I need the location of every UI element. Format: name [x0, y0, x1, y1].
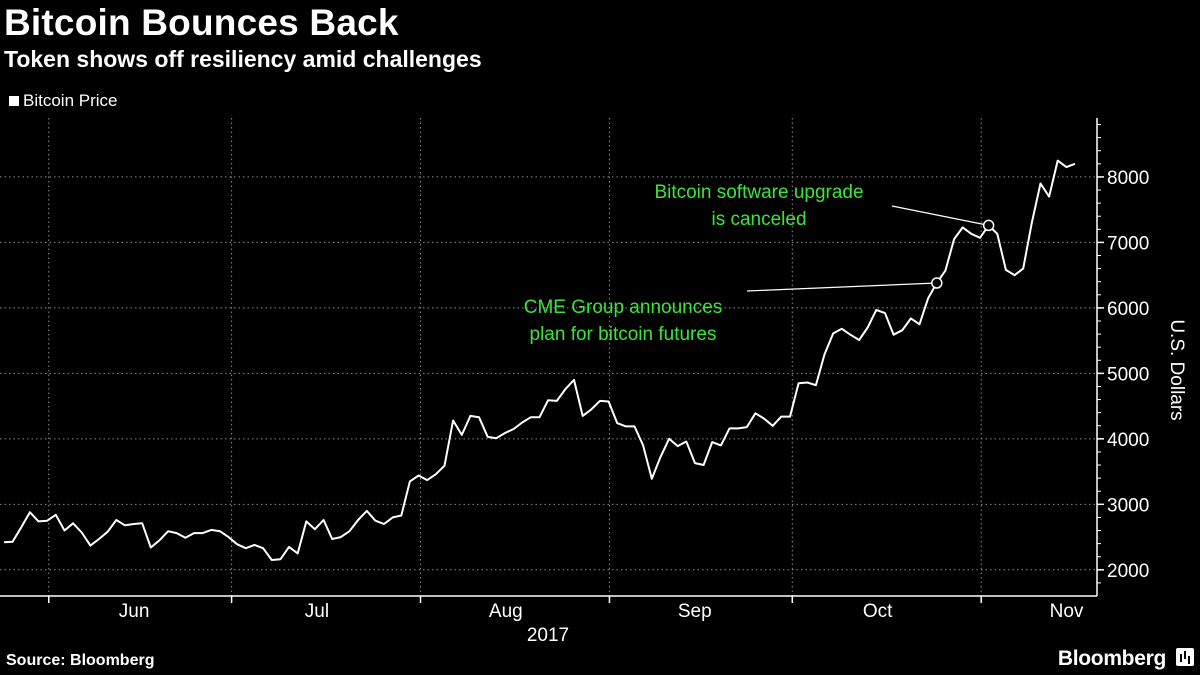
legend-swatch [9, 96, 19, 106]
chart-icon [1176, 648, 1194, 666]
bitcoin-price-line [3, 159, 1076, 561]
y-tick-label: 5000 [1107, 364, 1149, 385]
y-tick-label: 4000 [1107, 430, 1149, 451]
x-tick-label: Aug [489, 601, 523, 622]
annotation-label: Bitcoin software upgrade [654, 182, 863, 203]
y-tick-label: 3000 [1107, 495, 1149, 516]
annotation-leader [891, 205, 989, 226]
y-tick-label: 6000 [1107, 299, 1149, 320]
vertical-gridlines [48, 118, 982, 596]
y-tick-label: 8000 [1107, 168, 1149, 189]
annotation-label: plan for bitcoin futures [530, 324, 717, 345]
chart-subtitle: Token shows off resiliency amid challeng… [4, 46, 482, 72]
annotation-label: is canceled [711, 209, 806, 230]
annotation-marker [931, 277, 943, 289]
legend: Bitcoin Price [9, 91, 117, 111]
legend-label: Bitcoin Price [23, 91, 118, 110]
brand-logo: Bloomberg [1057, 647, 1166, 670]
chart-title: Bitcoin Bounces Back [4, 2, 399, 43]
annotation-leader [746, 282, 937, 292]
annotations: CME Group announces plan for bitcoin futu… [524, 182, 995, 345]
x-tick-label: Sep [678, 601, 712, 622]
source-note: Source: Bloomberg [6, 652, 155, 669]
x-axis-ticks: Jun Jul Aug Sep Oct Nov [48, 596, 1084, 622]
x-tick-label: Nov [1050, 601, 1084, 622]
annotation-label: CME Group announces [524, 297, 723, 318]
y-tick-label: 2000 [1107, 561, 1149, 582]
x-tick-label: Jul [305, 601, 329, 622]
y-tick-label: 7000 [1107, 233, 1149, 254]
x-axis-year-label: 2017 [527, 625, 569, 646]
x-tick-label: Jun [119, 601, 150, 622]
y-axis-title: U.S. Dollars [1166, 319, 1187, 420]
x-tick-label: Oct [863, 601, 893, 622]
y-axis-ticks: 2000 3000 4000 5000 6000 7000 8000 [1097, 124, 1149, 584]
horizontal-gridlines [0, 176, 1097, 571]
annotation-marker [982, 219, 995, 232]
